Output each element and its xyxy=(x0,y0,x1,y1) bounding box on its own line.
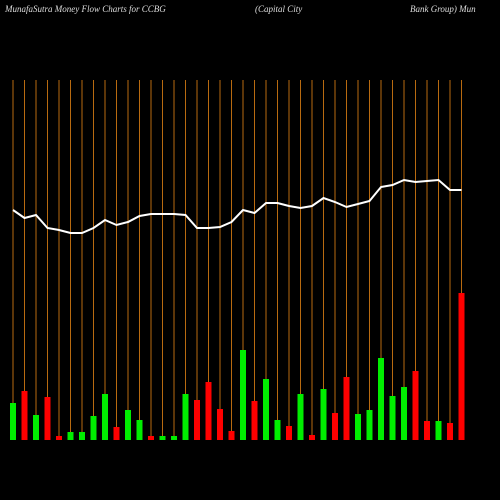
bar xyxy=(102,394,108,440)
bar xyxy=(412,371,419,440)
bar xyxy=(251,401,258,440)
bar xyxy=(44,397,51,440)
bar xyxy=(217,409,223,440)
bar xyxy=(56,436,62,440)
bar xyxy=(274,420,281,440)
bar xyxy=(159,436,166,440)
bar xyxy=(33,415,39,440)
bar xyxy=(171,436,177,440)
chart-title: (Capital City xyxy=(255,4,302,14)
bar xyxy=(401,387,407,440)
bar xyxy=(424,421,430,440)
bar xyxy=(378,358,384,440)
bar xyxy=(286,426,292,440)
bar xyxy=(355,414,361,440)
bar xyxy=(148,436,154,440)
bar xyxy=(240,350,246,440)
chart-title: Bank Group) Mun xyxy=(410,4,476,14)
bar xyxy=(205,382,212,440)
bar xyxy=(67,432,74,440)
bar xyxy=(309,435,315,440)
bar xyxy=(10,403,16,440)
bar xyxy=(320,389,327,440)
bar xyxy=(113,427,120,440)
bar xyxy=(194,400,200,440)
bar xyxy=(228,431,235,440)
bar xyxy=(182,394,189,440)
bar xyxy=(366,410,373,440)
bar xyxy=(90,416,97,440)
bar xyxy=(343,377,350,440)
bar xyxy=(79,432,85,440)
bar xyxy=(435,421,442,440)
bar xyxy=(447,423,453,440)
bar xyxy=(458,293,465,440)
bar xyxy=(125,410,131,440)
bar xyxy=(389,396,396,440)
bar xyxy=(297,394,304,440)
chart-title: MunafaSutra Money Flow Charts for CCBG xyxy=(4,4,166,14)
bar xyxy=(21,391,28,440)
money-flow-line xyxy=(12,178,462,234)
bar xyxy=(332,413,338,440)
bar xyxy=(263,379,269,440)
bar xyxy=(136,420,143,440)
